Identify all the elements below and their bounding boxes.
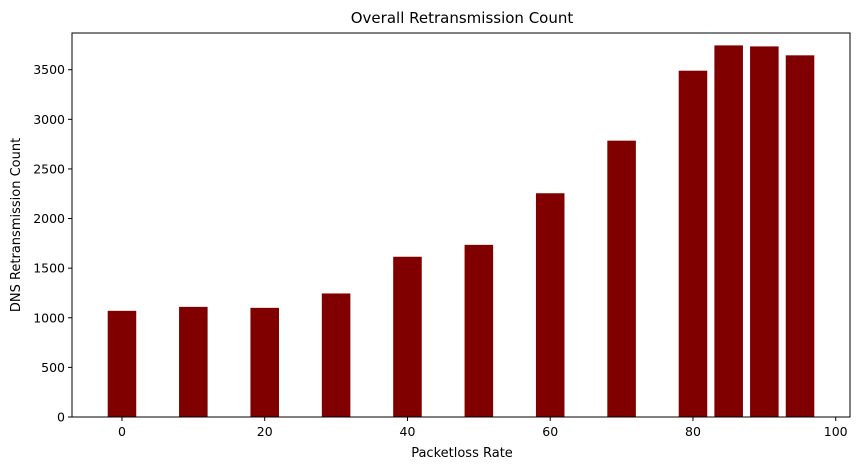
bar-20 (250, 307, 279, 417)
bar-95 (785, 55, 815, 417)
bar-40 (393, 256, 422, 417)
bar-30 (321, 293, 351, 417)
y-tick-label: 2000 (33, 211, 65, 226)
y-axis-ticks: 0 500 1000 1500 2000 2500 3000 3500 (33, 62, 72, 425)
bar-10 (179, 306, 208, 417)
bars-group (107, 45, 815, 418)
y-tick-label: 3500 (33, 62, 65, 77)
x-axis-label: Packetloss Rate (411, 446, 513, 461)
bar-70 (607, 140, 636, 417)
y-axis-label: DNS Retransmission Count (9, 138, 24, 312)
bar-80 (678, 70, 708, 418)
axes-frame (71, 32, 851, 418)
y-tick-label: 0 (57, 410, 65, 425)
y-tick-label: 1000 (33, 310, 65, 325)
x-tick-label: 80 (685, 424, 701, 439)
bar-85 (714, 45, 743, 418)
x-tick-label: 20 (257, 424, 273, 439)
x-tick-label: 40 (400, 424, 416, 439)
x-axis-ticks: 0 20 40 60 80 100 (118, 417, 848, 439)
bar-50 (464, 244, 494, 417)
x-tick-label: 100 (824, 424, 848, 439)
x-tick-label: 0 (118, 424, 126, 439)
x-tick-label: 60 (542, 424, 558, 439)
y-tick-label: 2500 (33, 161, 65, 176)
bar-0 (107, 310, 137, 417)
y-tick-label: 1500 (33, 261, 65, 276)
y-tick-label: 3000 (33, 112, 65, 127)
chart-title: Overall Retransmission Count (351, 9, 574, 27)
bar-90 (750, 46, 779, 418)
y-tick-label: 500 (41, 360, 65, 375)
bar-60 (535, 193, 565, 417)
